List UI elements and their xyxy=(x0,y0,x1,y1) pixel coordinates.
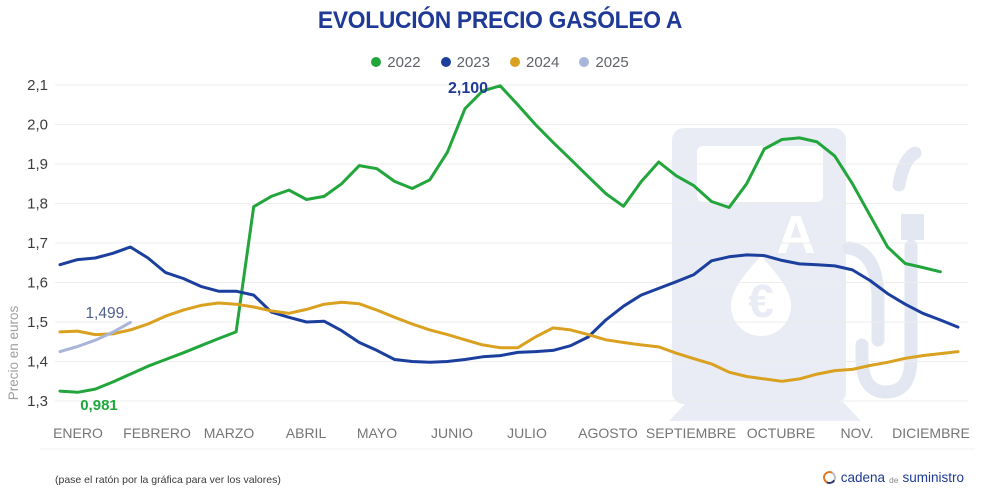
legend-dot-icon xyxy=(371,57,382,67)
series-line-2023 xyxy=(58,245,960,364)
data-annotations: 2,100 1,499. 0,981 xyxy=(80,80,488,414)
x-axis-label: NOV. xyxy=(841,425,874,441)
watermark-nozzle xyxy=(892,146,922,192)
legend-dot-icon xyxy=(510,57,520,67)
hover-hint-note: (pase el ratón por la gráfica para ver l… xyxy=(55,474,281,486)
y-tick-label: 1,3 xyxy=(27,393,48,410)
watermark-hose xyxy=(842,241,885,347)
x-axis-label: FEBRERO xyxy=(123,425,191,441)
x-axis-month-labels: ENERO FEBRERO MARZO ABRIL MAYO JUNIO JULIO AGOS… xyxy=(53,425,970,441)
legend-item-2022[interactable]: 2022 xyxy=(371,53,421,71)
y-tick-label: 1,5 xyxy=(27,314,48,331)
legend-label: 2024 xyxy=(526,53,560,71)
x-axis-label: ABRIL xyxy=(286,425,327,441)
legend-dot-icon xyxy=(579,57,590,67)
annotation-label: 2,100 xyxy=(448,80,488,97)
series-lines xyxy=(58,84,960,394)
x-axis-label: MARZO xyxy=(204,425,255,441)
watermark-euro-sign: € xyxy=(748,275,774,327)
legend-item-2023[interactable]: 2023 xyxy=(440,53,490,71)
legend-dot-icon xyxy=(440,57,451,67)
x-axis-label: JUNIO xyxy=(431,425,473,441)
y-tick-label: 1,4 xyxy=(27,354,48,371)
x-axis-label: AGOSTO xyxy=(578,425,638,441)
y-tick-label: 2,0 xyxy=(27,117,48,134)
series-line-2025 xyxy=(58,320,132,354)
page-title: EVOLUCIÓN PRECIO GASÓLEO A xyxy=(317,7,683,34)
y-tick-label: 2,1 xyxy=(27,77,48,94)
watermark-letter-a: A xyxy=(777,205,816,265)
logo-word-cadena: cadena xyxy=(840,470,886,485)
x-axis-label: DICIEMBRE xyxy=(892,425,970,441)
annotation-label: 0,981 xyxy=(80,397,118,414)
legend-item-2024[interactable]: 2024 xyxy=(510,54,559,71)
x-axis-label: ENERO xyxy=(53,425,103,441)
gridlines xyxy=(55,84,968,402)
logo-swirl-icon xyxy=(821,469,838,486)
x-axis-label: OCTUBRE xyxy=(747,425,815,441)
series-line-2022 xyxy=(58,84,942,394)
y-tick-label: 1,8 xyxy=(27,196,48,213)
x-axis-label: MAYO xyxy=(357,425,397,441)
legend-label: 2022 xyxy=(387,53,421,71)
legend-item-2025[interactable]: 2025 xyxy=(579,53,629,71)
watermark-droplet xyxy=(731,256,791,336)
x-axis-label: SEPTIEMBRE xyxy=(646,425,736,441)
x-axis-label: JULIO xyxy=(507,425,547,441)
logo-word-suministro: suministro xyxy=(902,470,964,485)
y-axis-tick-labels: 1,3 1,4 1,5 1,6 1,7 1,8 1,9 2,0 2,1 xyxy=(27,77,48,410)
legend-label: 2025 xyxy=(595,53,629,71)
y-tick-label: 1,7 xyxy=(27,235,48,252)
legend-label: 2023 xyxy=(456,53,490,71)
logo-word-de: de xyxy=(889,474,899,485)
y-tick-label: 1,6 xyxy=(27,275,48,292)
chart-legend: 2022 2023 2024 2025 xyxy=(0,53,1000,71)
y-axis-title: Precio en euros xyxy=(6,305,21,400)
series-line-2024 xyxy=(58,300,960,383)
y-tick-label: 1,9 xyxy=(27,156,48,173)
fuel-pump-watermark: A € xyxy=(669,128,924,421)
cadena-de-suministro-logo[interactable]: cadena de suministro xyxy=(821,469,964,486)
annotation-label: 1,499. xyxy=(85,305,128,322)
